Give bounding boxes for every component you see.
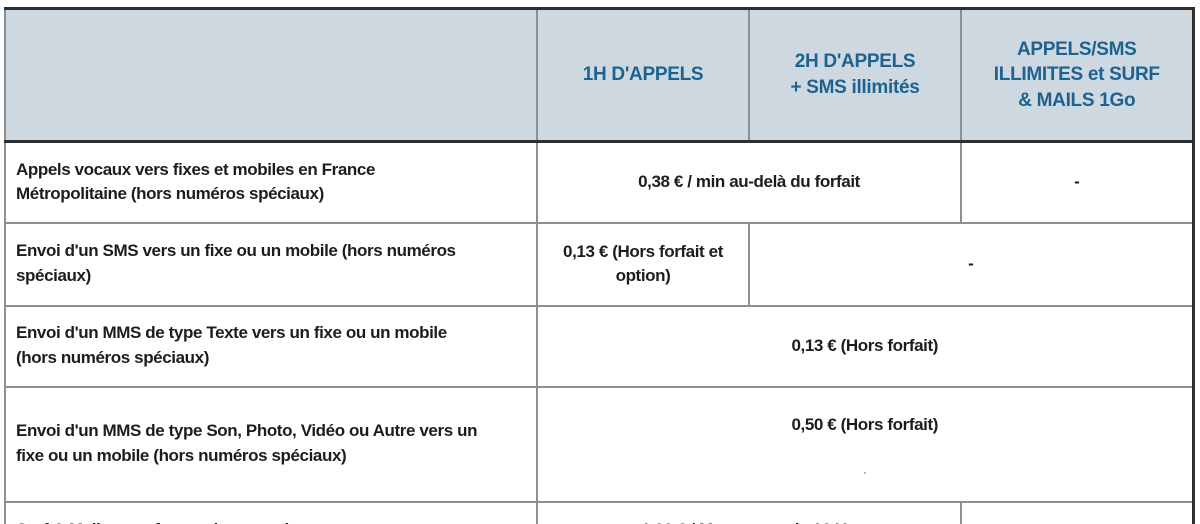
column-header-2h-appels-sms: 2H D'APPELS + SMS illimités	[748, 7, 962, 143]
footnote-dot: .	[863, 461, 867, 477]
price-cell-envoi-sms: 0,13 € (Hors forfait et option)	[536, 221, 750, 307]
dash-cell-envoi-sms: -	[748, 221, 1194, 307]
price-text: 0,50 € (Hors forfait)	[791, 415, 939, 435]
table-row-surf-mails: Surf & Mails avec facturation au volume …	[4, 500, 1194, 524]
pricing-table: 1H D'APPELS 2H D'APPELS + SMS illimités …	[4, 7, 1195, 524]
table-row-envoi-sms: Envoi d'un SMS vers un fixe ou un mobile…	[4, 221, 1194, 307]
row-label-surf-mails: Surf & Mails avec facturation au volume	[4, 500, 538, 524]
price-cell-mms-texte: 0,13 € (Hors forfait)	[536, 304, 1194, 388]
column-header-illimites-surf-mails: APPELS/SMS ILLIMITES et SURF & MAILS 1Go	[960, 7, 1194, 143]
row-label-envoi-sms: Envoi d'un SMS vers un fixe ou un mobile…	[4, 221, 538, 307]
corner-cell	[4, 7, 538, 143]
dash-cell-surf-mails: -	[960, 500, 1194, 524]
row-label-mms-son-photo-video: Envoi d'un MMS de type Son, Photo, Vidéo…	[4, 385, 538, 503]
row-label-appels-vocaux: Appels vocaux vers fixes et mobiles en F…	[4, 140, 538, 224]
table-row-appels-vocaux: Appels vocaux vers fixes et mobiles en F…	[4, 140, 1194, 224]
header-row: 1H D'APPELS 2H D'APPELS + SMS illimités …	[4, 7, 1194, 143]
column-header-1h-appels: 1H D'APPELS	[536, 7, 750, 143]
dash-cell-appels-vocaux: -	[960, 140, 1194, 224]
price-cell-surf-mails: 1,00 € / Mo par pas de 16 Ko	[536, 500, 962, 524]
row-label-mms-texte: Envoi d'un MMS de type Texte vers un fix…	[4, 304, 538, 388]
table-row-mms-son-photo-video: Envoi d'un MMS de type Son, Photo, Vidéo…	[4, 385, 1194, 503]
price-cell-mms-son-photo-video: 0,50 € (Hors forfait) .	[536, 385, 1194, 503]
price-cell-appels-vocaux: 0,38 € / min au-delà du forfait	[536, 140, 962, 224]
table-row-mms-texte: Envoi d'un MMS de type Texte vers un fix…	[4, 304, 1194, 388]
